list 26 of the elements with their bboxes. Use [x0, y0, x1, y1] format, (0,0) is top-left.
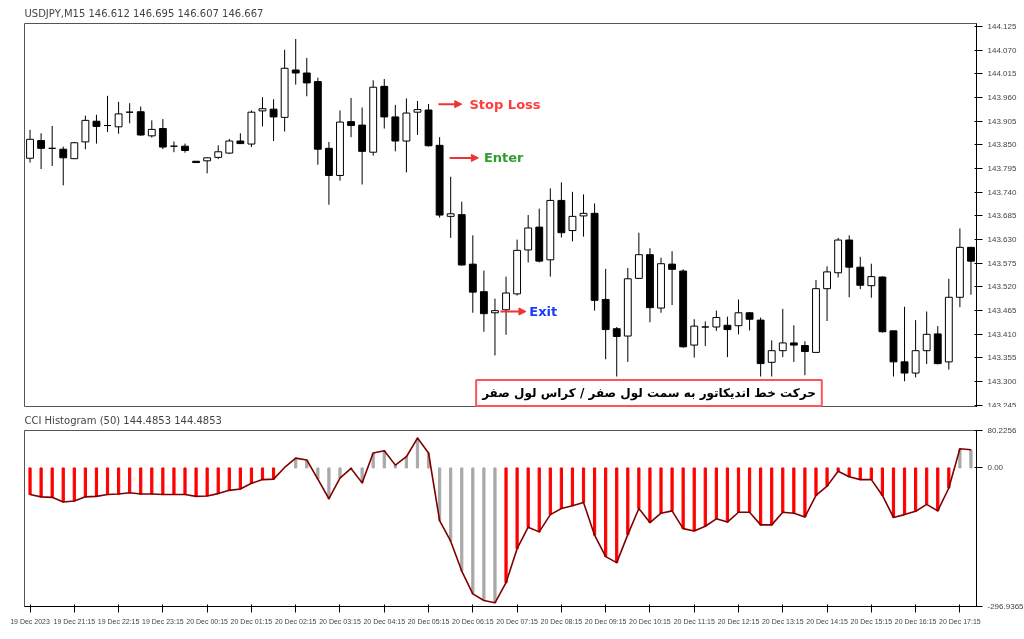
- y-tick-label: 144.125: [987, 22, 1017, 32]
- chart-title: USDJPY,M15 146.612 146.695 146.607 146.667: [24, 7, 264, 19]
- y-tick-label: 143.575: [987, 258, 1017, 268]
- annotation: Enter: [483, 150, 525, 166]
- y-tick-label: 143.245: [987, 400, 1017, 410]
- y-tick-label: 144.070: [987, 45, 1017, 55]
- y-tick-label: 143.960: [987, 93, 1017, 103]
- y-tick-label: 80.2256: [987, 426, 1017, 435]
- annotation: Exit: [529, 304, 558, 319]
- y-tick-label: 143.520: [987, 282, 1017, 292]
- y-tick-label: 143.300: [987, 377, 1017, 387]
- y-tick-label: 143.355: [987, 353, 1017, 363]
- y-tick-label: 143.630: [987, 235, 1017, 245]
- y-tick-label: 144.015: [987, 69, 1017, 79]
- annotation: حرکت خط اندیکاتور به سمت لول صفر / کراس لول صفر: [481, 385, 816, 401]
- y-tick-label: 143.795: [987, 164, 1017, 174]
- y-tick-label: 143.685: [987, 211, 1017, 221]
- y-tick-label: 143.465: [987, 306, 1017, 316]
- y-tick-label: 143.850: [987, 140, 1017, 150]
- y-tick-label: -296.9365: [987, 602, 1024, 611]
- y-tick-label: 143.905: [987, 116, 1017, 126]
- chart-title: CCI Histogram (50) 144.4853 144.4853: [24, 414, 222, 426]
- y-tick-label: 143.410: [987, 329, 1017, 339]
- y-tick-label: 0.00: [987, 463, 1004, 473]
- annotation: Stop Loss: [469, 96, 541, 112]
- y-tick-label: 143.740: [987, 187, 1017, 197]
